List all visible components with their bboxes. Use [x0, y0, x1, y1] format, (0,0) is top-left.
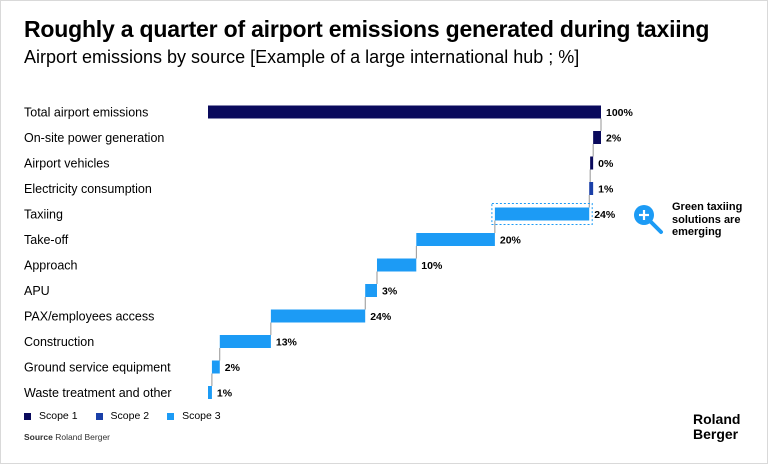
- category-label: Taxiing: [24, 208, 63, 222]
- legend-item-scope2: Scope 2: [95, 410, 150, 422]
- bar-total-airport-emissions: [208, 105, 601, 119]
- chart-subtitle: Airport emissions by source [Example of …: [24, 47, 580, 67]
- legend-label: Scope 2: [110, 410, 150, 422]
- bar-on-site-power-generation: [593, 131, 601, 144]
- callout-text: Green taxiing solutions are emerging: [672, 201, 743, 238]
- value-label: 2%: [225, 362, 241, 374]
- legend-swatch: [95, 412, 103, 420]
- value-label: 10%: [421, 260, 443, 272]
- value-label: 13%: [276, 337, 298, 349]
- category-label: Waste treatment and other: [24, 386, 172, 400]
- category-label: On-site power generation: [24, 131, 164, 145]
- source-text: Roland Berger: [55, 432, 111, 442]
- callout: Green taxiing solutions are emerging: [630, 201, 762, 239]
- value-label: 3%: [382, 286, 398, 298]
- logo-line2: Berger: [693, 426, 739, 442]
- logo-line1: Roland: [693, 411, 741, 427]
- value-label: 0%: [598, 158, 614, 170]
- legend: Scope 1 Scope 2 Scope 3: [24, 410, 221, 422]
- category-label: Approach: [24, 259, 78, 273]
- bar-pax-employees-access: [270, 309, 366, 323]
- bar-ground-service-equipment: [211, 360, 220, 374]
- highlight-box: [491, 203, 593, 225]
- chart-title: Roughly a quarter of airport emissions g…: [24, 16, 710, 42]
- legend-swatch: [24, 412, 31, 420]
- source-label: Source: [24, 432, 53, 442]
- value-label: 2%: [606, 133, 622, 145]
- legend-item-scope3: Scope 3: [167, 410, 221, 422]
- bar-construction: [219, 335, 271, 348]
- bar-apu: [365, 284, 377, 297]
- category-label: Ground service equipment: [24, 361, 171, 375]
- category-label: Electricity consumption: [24, 182, 152, 196]
- category-label: APU: [24, 284, 50, 298]
- value-label: 24%: [370, 311, 392, 323]
- source-note: Source Roland Berger: [24, 432, 110, 442]
- bar-waste-treatment-and-other: [208, 386, 212, 399]
- legend-item-scope1: Scope 1: [24, 410, 78, 422]
- category-label: Total airport emissions: [24, 106, 148, 120]
- category-label: PAX/employees access: [24, 310, 154, 324]
- bar-electricity-consumption: [589, 182, 594, 195]
- value-label: 20%: [500, 235, 522, 247]
- category-label: Construction: [24, 335, 94, 349]
- bar-take-off: [416, 233, 495, 246]
- value-label: 1%: [217, 388, 233, 400]
- value-label: 1%: [598, 184, 614, 196]
- bar-approach: [376, 258, 417, 272]
- magnifier-plus-icon: [634, 205, 663, 234]
- bar-taxiing: [494, 207, 590, 221]
- value-label: 100%: [606, 107, 634, 119]
- legend-swatch: [167, 412, 175, 420]
- category-label: Take-off: [24, 233, 69, 247]
- roland-berger-logo: Roland Berger: [693, 412, 740, 442]
- value-label: 24%: [594, 209, 616, 221]
- category-label: Airport vehicles: [24, 157, 109, 171]
- bar-airport-vehicles: [590, 156, 594, 170]
- legend-label: Scope 1: [39, 410, 78, 422]
- legend-label: Scope 3: [182, 410, 221, 422]
